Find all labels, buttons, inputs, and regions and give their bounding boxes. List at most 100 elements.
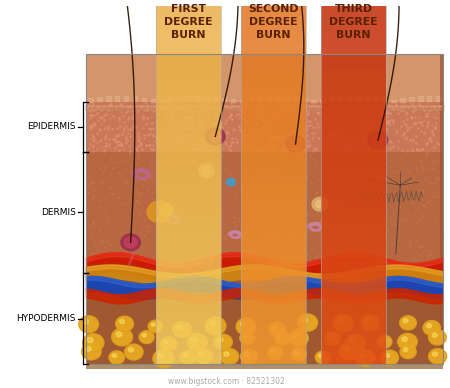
FancyBboxPatch shape (156, 57, 221, 70)
Circle shape (272, 325, 277, 329)
Circle shape (400, 316, 416, 330)
Circle shape (345, 334, 365, 352)
Circle shape (224, 352, 229, 356)
Circle shape (312, 197, 328, 211)
Circle shape (427, 324, 432, 328)
FancyBboxPatch shape (156, 185, 221, 198)
FancyBboxPatch shape (156, 31, 221, 44)
Circle shape (109, 351, 124, 364)
Circle shape (381, 350, 398, 365)
Circle shape (278, 334, 283, 338)
Circle shape (429, 349, 447, 364)
Circle shape (153, 350, 174, 367)
FancyBboxPatch shape (156, 249, 221, 262)
Circle shape (384, 353, 389, 358)
FancyBboxPatch shape (156, 352, 221, 364)
Circle shape (403, 319, 408, 323)
FancyBboxPatch shape (321, 159, 386, 172)
Text: DERMIS: DERMIS (41, 208, 76, 217)
FancyBboxPatch shape (156, 6, 221, 19)
FancyBboxPatch shape (321, 83, 386, 95)
FancyBboxPatch shape (241, 262, 306, 275)
Circle shape (187, 334, 207, 351)
Circle shape (220, 348, 238, 364)
FancyBboxPatch shape (321, 288, 386, 300)
FancyBboxPatch shape (321, 19, 386, 31)
FancyBboxPatch shape (156, 172, 221, 185)
Circle shape (160, 337, 177, 351)
Circle shape (286, 135, 306, 152)
FancyBboxPatch shape (156, 19, 221, 31)
Circle shape (158, 353, 163, 359)
FancyBboxPatch shape (241, 300, 306, 313)
Circle shape (334, 315, 354, 332)
Circle shape (297, 314, 318, 331)
FancyBboxPatch shape (241, 288, 306, 300)
Circle shape (365, 319, 370, 323)
Circle shape (267, 346, 283, 359)
Circle shape (361, 315, 379, 331)
FancyBboxPatch shape (241, 6, 306, 19)
Text: FIRST
DEGREE
BURN: FIRST DEGREE BURN (164, 4, 213, 40)
Text: SECOND
DEGREE
BURN: SECOND DEGREE BURN (248, 4, 298, 40)
FancyBboxPatch shape (86, 102, 443, 152)
FancyBboxPatch shape (321, 275, 386, 288)
FancyBboxPatch shape (156, 147, 221, 159)
Circle shape (343, 346, 349, 351)
Circle shape (151, 323, 155, 326)
FancyBboxPatch shape (156, 339, 221, 352)
Circle shape (243, 334, 247, 338)
Circle shape (244, 352, 249, 356)
Circle shape (293, 333, 298, 338)
FancyBboxPatch shape (321, 313, 386, 326)
FancyBboxPatch shape (241, 185, 306, 198)
FancyBboxPatch shape (156, 159, 221, 172)
FancyBboxPatch shape (156, 326, 221, 339)
Text: THIRD
DEGREE
BURN: THIRD DEGREE BURN (329, 4, 378, 40)
FancyBboxPatch shape (241, 236, 306, 249)
Circle shape (202, 167, 211, 175)
Circle shape (116, 332, 122, 337)
FancyBboxPatch shape (321, 121, 386, 134)
Circle shape (81, 343, 101, 360)
Circle shape (124, 237, 137, 248)
Circle shape (402, 337, 407, 341)
Circle shape (183, 353, 188, 357)
Circle shape (218, 338, 223, 342)
Text: HYPODERMIS: HYPODERMIS (16, 314, 76, 323)
FancyBboxPatch shape (241, 108, 306, 121)
FancyBboxPatch shape (441, 54, 443, 364)
FancyBboxPatch shape (321, 31, 386, 44)
FancyBboxPatch shape (321, 339, 386, 352)
FancyBboxPatch shape (241, 44, 306, 57)
FancyBboxPatch shape (156, 44, 221, 57)
FancyBboxPatch shape (321, 211, 386, 223)
FancyBboxPatch shape (321, 108, 386, 121)
Circle shape (360, 353, 365, 358)
Circle shape (271, 349, 275, 353)
Text: EPIDERMIS: EPIDERMIS (27, 122, 76, 131)
FancyBboxPatch shape (241, 326, 306, 339)
FancyBboxPatch shape (86, 273, 443, 364)
FancyBboxPatch shape (321, 262, 386, 275)
FancyBboxPatch shape (156, 70, 221, 83)
Circle shape (356, 350, 375, 366)
Circle shape (87, 338, 93, 343)
FancyBboxPatch shape (156, 121, 221, 134)
Circle shape (372, 135, 384, 146)
Circle shape (119, 319, 124, 324)
FancyBboxPatch shape (156, 223, 221, 236)
FancyBboxPatch shape (321, 147, 386, 159)
Circle shape (214, 334, 232, 350)
Circle shape (209, 131, 221, 142)
Circle shape (125, 344, 143, 360)
Circle shape (325, 332, 340, 345)
Circle shape (210, 320, 216, 326)
FancyBboxPatch shape (241, 352, 306, 364)
Circle shape (112, 354, 117, 357)
Circle shape (315, 201, 324, 208)
FancyBboxPatch shape (156, 0, 221, 6)
Circle shape (83, 334, 104, 352)
FancyBboxPatch shape (241, 159, 306, 172)
Circle shape (112, 328, 132, 346)
